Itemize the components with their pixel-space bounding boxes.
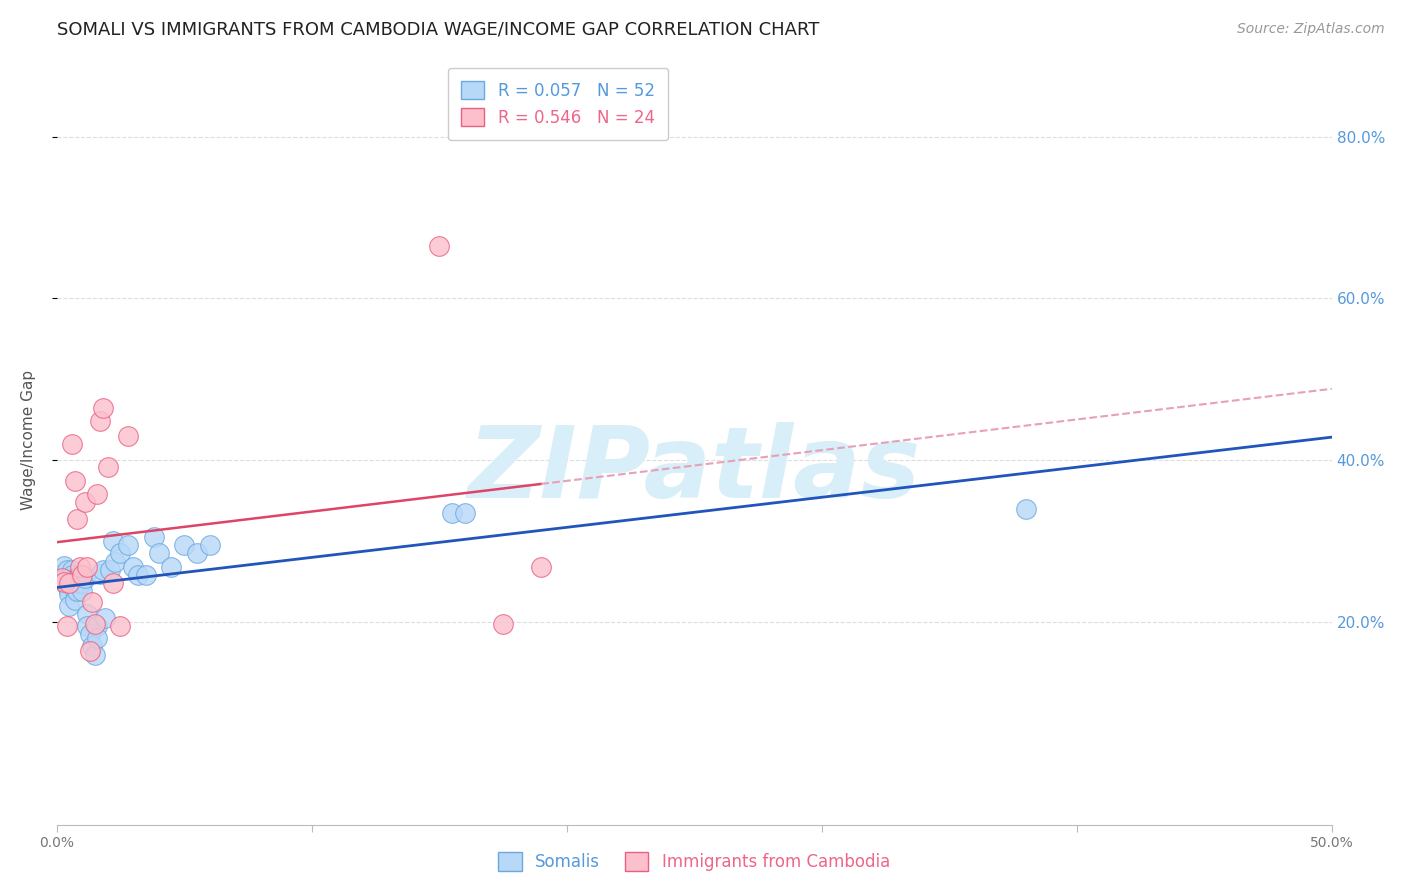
Point xyxy=(73,571,96,585)
Point xyxy=(60,576,83,591)
Point xyxy=(160,560,183,574)
Point xyxy=(186,546,208,560)
Point xyxy=(122,560,145,574)
Point xyxy=(56,571,79,585)
Point xyxy=(63,474,86,488)
Point xyxy=(98,563,121,577)
Point xyxy=(89,415,111,429)
Point xyxy=(91,401,114,415)
Legend: Somalis, Immigrants from Cambodia: Somalis, Immigrants from Cambodia xyxy=(492,846,897,878)
Point xyxy=(51,566,73,581)
Point xyxy=(66,584,89,599)
Point xyxy=(51,571,73,585)
Point xyxy=(60,568,83,582)
Point xyxy=(142,530,165,544)
Point xyxy=(66,511,89,525)
Point xyxy=(63,592,86,607)
Point xyxy=(56,579,79,593)
Point xyxy=(76,607,98,621)
Point xyxy=(110,546,132,560)
Point xyxy=(79,643,101,657)
Point xyxy=(53,574,76,589)
Point xyxy=(82,595,104,609)
Point xyxy=(73,495,96,509)
Point xyxy=(69,560,91,574)
Point xyxy=(58,582,80,597)
Point xyxy=(89,566,111,581)
Point xyxy=(127,568,149,582)
Point xyxy=(84,616,107,631)
Point xyxy=(58,587,80,601)
Point xyxy=(76,619,98,633)
Point xyxy=(148,546,170,560)
Point xyxy=(91,563,114,577)
Point xyxy=(70,584,93,599)
Point xyxy=(492,616,515,631)
Point xyxy=(104,554,127,568)
Text: ZIPatlas: ZIPatlas xyxy=(468,423,921,519)
Point xyxy=(63,571,86,585)
Point xyxy=(530,560,553,574)
Point xyxy=(117,429,139,443)
Point xyxy=(69,568,91,582)
Point xyxy=(70,568,93,582)
Y-axis label: Wage/Income Gap: Wage/Income Gap xyxy=(21,370,35,510)
Point xyxy=(58,599,80,613)
Point xyxy=(70,571,93,585)
Point xyxy=(60,437,83,451)
Text: Source: ZipAtlas.com: Source: ZipAtlas.com xyxy=(1237,22,1385,37)
Point xyxy=(56,619,79,633)
Point xyxy=(86,619,108,633)
Point xyxy=(440,506,463,520)
Point xyxy=(135,568,157,582)
Point xyxy=(1015,502,1038,516)
Point xyxy=(84,648,107,662)
Point xyxy=(60,563,83,577)
Point xyxy=(56,563,79,577)
Point xyxy=(198,538,221,552)
Point xyxy=(97,459,120,474)
Point xyxy=(454,506,477,520)
Point xyxy=(117,538,139,552)
Point xyxy=(69,576,91,591)
Point xyxy=(173,538,195,552)
Point xyxy=(63,576,86,591)
Point xyxy=(58,576,80,591)
Point xyxy=(53,558,76,573)
Point xyxy=(79,627,101,641)
Point xyxy=(66,576,89,591)
Point xyxy=(66,571,89,585)
Point xyxy=(101,576,124,591)
Point xyxy=(53,574,76,589)
Point xyxy=(427,239,450,253)
Point xyxy=(82,640,104,654)
Point xyxy=(110,619,132,633)
Point xyxy=(101,534,124,549)
Point xyxy=(86,632,108,646)
Text: SOMALI VS IMMIGRANTS FROM CAMBODIA WAGE/INCOME GAP CORRELATION CHART: SOMALI VS IMMIGRANTS FROM CAMBODIA WAGE/… xyxy=(56,21,820,39)
Point xyxy=(76,560,98,574)
Point xyxy=(63,584,86,599)
Point xyxy=(94,611,117,625)
Point xyxy=(86,487,108,501)
Point xyxy=(70,576,93,591)
